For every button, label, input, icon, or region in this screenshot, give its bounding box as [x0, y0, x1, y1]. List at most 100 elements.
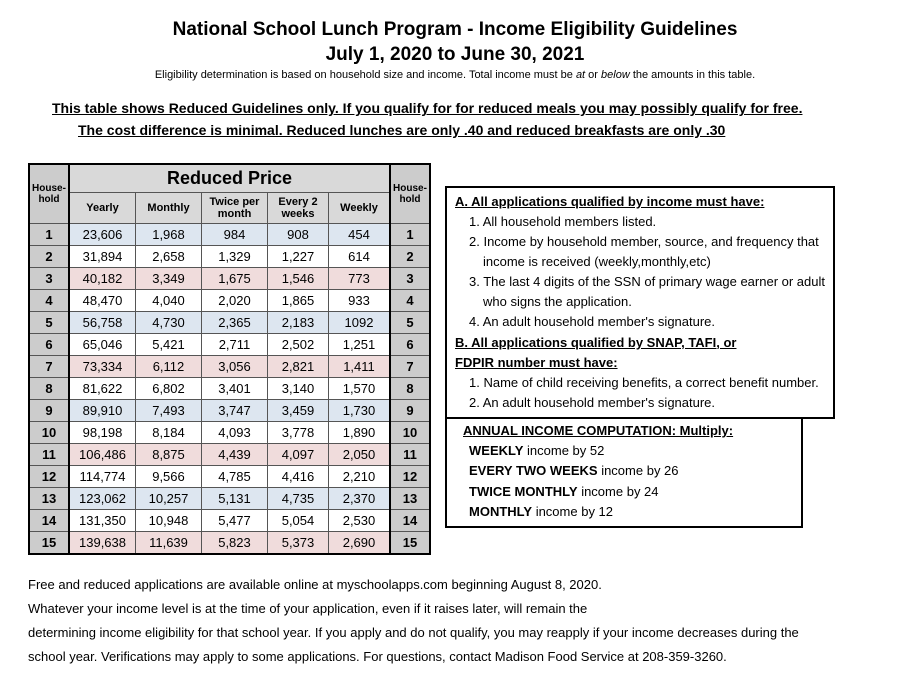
comp-weekly-val: income by 52 [523, 443, 604, 458]
hh-cell: 12 [29, 465, 69, 487]
yearly-cell: 56,758 [69, 311, 136, 333]
every2-cell: 2,502 [268, 333, 329, 355]
document-subtitle: Eligibility determination is based on ho… [28, 69, 882, 81]
hh-cell: 1 [390, 223, 430, 245]
yearly-cell: 81,622 [69, 377, 136, 399]
table-row: 123,6061,9689849084541 [29, 223, 430, 245]
hh-cell: 9 [29, 399, 69, 421]
comp-weekly-label: WEEKLY [469, 443, 523, 458]
table-row: 556,7584,7302,3652,18310925 [29, 311, 430, 333]
computation-box: ANNUAL INCOME COMPUTATION: Multiply: WEE… [445, 419, 803, 528]
footer-line4: school year. Verifications may apply to … [28, 649, 727, 664]
hh-cell: 6 [390, 333, 430, 355]
weekly-cell: 1,730 [329, 399, 391, 421]
section-b-heading2: FDPIR number must have: [455, 353, 825, 373]
hh-cell: 15 [29, 531, 69, 554]
table-row: 1098,1988,1844,0933,7781,89010 [29, 421, 430, 443]
twice-cell: 3,056 [202, 355, 268, 377]
hh-cell: 11 [29, 443, 69, 465]
yearly-cell: 106,486 [69, 443, 136, 465]
table-row: 14131,35010,9485,4775,0542,53014 [29, 509, 430, 531]
req-a3b: who signs the application. [483, 292, 825, 312]
subtitle-post: the amounts in this table. [630, 69, 755, 81]
weekly-cell: 2,370 [329, 487, 391, 509]
yearly-cell: 65,046 [69, 333, 136, 355]
household-header-right: House- hold [390, 164, 430, 224]
weekly-cell: 1,890 [329, 421, 391, 443]
comp-every2-val: income by 26 [598, 463, 679, 478]
twice-cell: 1,329 [202, 245, 268, 267]
comp-every2-label: EVERY TWO WEEKS [469, 463, 598, 478]
twice-cell: 4,439 [202, 443, 268, 465]
every2-cell: 4,097 [268, 443, 329, 465]
weekly-cell: 2,210 [329, 465, 391, 487]
comp-monthly-label: MONTHLY [469, 504, 532, 519]
weekly-cell: 773 [329, 267, 391, 289]
hh-cell: 14 [390, 509, 430, 531]
hh-cell: 15 [390, 531, 430, 554]
twice-cell: 3,401 [202, 377, 268, 399]
monthly-cell: 11,639 [136, 531, 202, 554]
yearly-cell: 139,638 [69, 531, 136, 554]
monthly-cell: 6,112 [136, 355, 202, 377]
table-row: 11106,4868,8754,4394,0972,05011 [29, 443, 430, 465]
every2-cell: 1,546 [268, 267, 329, 289]
table-row: 665,0465,4212,7112,5021,2516 [29, 333, 430, 355]
req-b1: 1. Name of child receiving benefits, a c… [469, 373, 825, 393]
monthly-cell: 8,184 [136, 421, 202, 443]
hh-cell: 5 [29, 311, 69, 333]
every2-cell: 2,183 [268, 311, 329, 333]
req-a1: 1. All household members listed. [469, 212, 825, 232]
comp-twice-val: income by 24 [578, 484, 659, 499]
every2-cell: 1,865 [268, 289, 329, 311]
hh-cell: 3 [29, 267, 69, 289]
yearly-cell: 73,334 [69, 355, 136, 377]
section-a-heading: A. All applications qualified by income … [455, 192, 825, 212]
monthly-cell: 10,948 [136, 509, 202, 531]
twice-cell: 1,675 [202, 267, 268, 289]
yearly-cell: 31,894 [69, 245, 136, 267]
monthly-cell: 5,421 [136, 333, 202, 355]
footer-line2: Whatever your income level is at the tim… [28, 601, 587, 616]
hh-cell: 2 [390, 245, 430, 267]
monthly-cell: 4,040 [136, 289, 202, 311]
twice-cell: 3,747 [202, 399, 268, 421]
hh-cell: 7 [29, 355, 69, 377]
every2-cell: 5,373 [268, 531, 329, 554]
col-weekly: Weekly [329, 192, 391, 223]
section-b-heading1: B. All applications qualified by SNAP, T… [455, 333, 825, 353]
yearly-cell: 23,606 [69, 223, 136, 245]
document-title-line1: National School Lunch Program - Income E… [28, 18, 882, 43]
hh-cell: 8 [29, 377, 69, 399]
info-column: A. All applications qualified by income … [445, 186, 835, 528]
hh-cell: 4 [29, 289, 69, 311]
weekly-cell: 614 [329, 245, 391, 267]
comp-twice-label: TWICE MONTHLY [469, 484, 578, 499]
monthly-cell: 2,658 [136, 245, 202, 267]
hh-cell: 2 [29, 245, 69, 267]
table-row: 340,1823,3491,6751,5467733 [29, 267, 430, 289]
main-content-row: House- hold Reduced Price House- hold Ye… [28, 163, 882, 555]
req-a2b: income is received (weekly,monthly,etc) [483, 252, 825, 272]
reduced-price-table: House- hold Reduced Price House- hold Ye… [28, 163, 431, 555]
every2-cell: 3,778 [268, 421, 329, 443]
monthly-cell: 10,257 [136, 487, 202, 509]
notice-line1: This table shows Reduced Guidelines only… [52, 99, 882, 119]
req-a2: 2. Income by household member, source, a… [469, 232, 825, 252]
yearly-cell: 89,910 [69, 399, 136, 421]
weekly-cell: 1,251 [329, 333, 391, 355]
twice-cell: 984 [202, 223, 268, 245]
document-title-line2: July 1, 2020 to June 30, 2021 [28, 43, 882, 68]
requirements-box: A. All applications qualified by income … [445, 186, 835, 420]
table-title: Reduced Price [69, 164, 390, 193]
comp-weekly: WEEKLY income by 52 [469, 441, 793, 461]
twice-cell: 5,823 [202, 531, 268, 554]
hh-cell: 13 [390, 487, 430, 509]
table-row: 773,3346,1123,0562,8211,4117 [29, 355, 430, 377]
subtitle-at: at [576, 69, 585, 81]
weekly-cell: 2,690 [329, 531, 391, 554]
monthly-cell: 3,349 [136, 267, 202, 289]
hh-cell: 10 [390, 421, 430, 443]
yearly-cell: 98,198 [69, 421, 136, 443]
footer-text: Free and reduced applications are availa… [28, 573, 882, 669]
